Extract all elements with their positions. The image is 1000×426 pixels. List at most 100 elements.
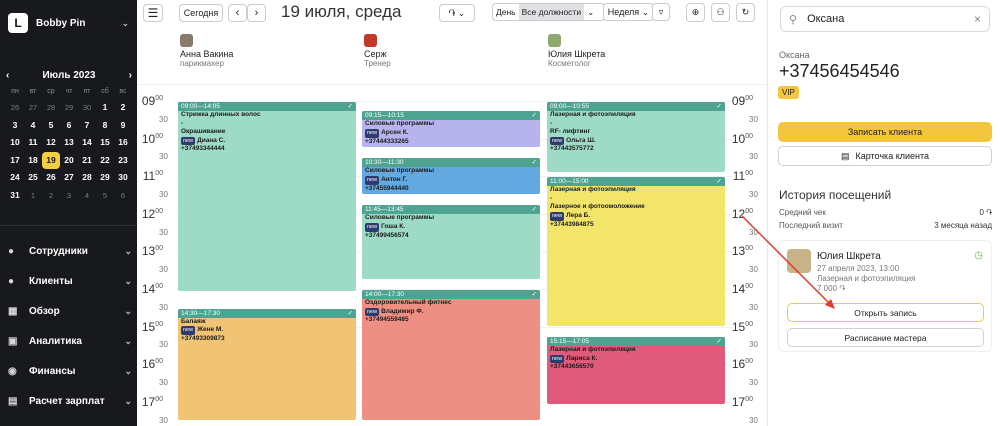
- client-name: Владимир Ф.: [381, 307, 424, 315]
- calendar-day[interactable]: 19: [42, 151, 60, 169]
- staff-settings-icon[interactable]: ⚇: [711, 3, 730, 22]
- refresh-icon[interactable]: ↻: [736, 3, 755, 22]
- client-card-button[interactable]: ▤ Карточка клиента: [778, 146, 992, 166]
- hour-label: 0900: [141, 94, 163, 108]
- calendar-day[interactable]: 8: [102, 119, 108, 130]
- search-input[interactable]: Оксана: [807, 13, 845, 25]
- new-badge: new: [181, 136, 196, 146]
- half-hour-label: 30: [749, 152, 758, 162]
- chevron-down-icon[interactable]: ⌄: [587, 7, 595, 17]
- prev-day-icon[interactable]: ‹: [228, 4, 247, 22]
- appointment-card[interactable]: 11:00—15:00 ✓ Лазерная и фотоэпиляция - Лазе…: [547, 177, 725, 326]
- calendar-day[interactable]: 28: [46, 103, 56, 112]
- sidebar-item-1[interactable]: ● Клиенты ⌄: [8, 266, 132, 296]
- half-hour-label: 30: [159, 190, 168, 199]
- calendar-day[interactable]: 25: [28, 172, 38, 182]
- currency-value: ֏: [448, 7, 456, 18]
- master-schedule-button[interactable]: Расписание мастера: [787, 328, 984, 347]
- next-month-icon[interactable]: ›: [128, 69, 132, 81]
- calendar-day[interactable]: 6: [120, 190, 126, 200]
- calendar-day[interactable]: 22: [100, 154, 110, 165]
- brand-switcher[interactable]: L Bobby Pin ⌄: [8, 13, 129, 33]
- appointment-card[interactable]: 11:45—13:45 ✓ Силовые программы new Гоша К. +…: [362, 205, 540, 279]
- calendar-day[interactable]: 24: [10, 172, 20, 182]
- sidebar-item-2[interactable]: ▦ Обзор ⌄: [8, 296, 132, 326]
- zoom-icon[interactable]: ⊕: [686, 3, 705, 22]
- appointment-card[interactable]: 15:15—17:05 ✓ Лазерная и фотоэпиляция new Ла…: [547, 337, 725, 404]
- calendar-day[interactable]: 18: [28, 154, 38, 165]
- calendar-day[interactable]: 3: [12, 119, 18, 130]
- calendar-day[interactable]: 27: [28, 103, 38, 112]
- calendar-day[interactable]: 31: [10, 189, 20, 200]
- next-day-icon[interactable]: ›: [247, 4, 266, 22]
- staff-column-header[interactable]: Анна Вакина парикмахер: [180, 34, 233, 68]
- menu-icon[interactable]: ☰: [143, 4, 163, 22]
- calendar-day[interactable]: 28: [82, 172, 92, 182]
- calendar-day[interactable]: 5: [102, 190, 108, 200]
- appointment-card[interactable]: 14:30—17:30 ✓ Балаяж new Жене М. +37493309873: [178, 308, 356, 420]
- sidebar-item-5[interactable]: ▤ Расчет зарплат ⌄: [8, 386, 132, 416]
- week-view-select[interactable]: Неделя ⌄: [603, 3, 654, 21]
- calendar-day[interactable]: 2: [120, 102, 126, 112]
- weekday-label: пн: [11, 88, 19, 95]
- calendar-day[interactable]: 21: [82, 154, 92, 165]
- client-name: Ольга Ш.: [566, 136, 596, 144]
- calendar-day[interactable]: 17: [10, 154, 20, 165]
- staff-column-header[interactable]: Серж Тренер: [364, 34, 391, 68]
- calendar-day[interactable]: 9: [120, 119, 126, 130]
- positions-select[interactable]: Все должности: [518, 4, 585, 20]
- calendar-day[interactable]: 12: [46, 137, 56, 147]
- prev-month-icon[interactable]: ‹: [6, 69, 10, 81]
- appointment-card[interactable]: 10:30—11:30 ✓ Силовые программы new Антон Г.…: [362, 158, 540, 194]
- calendar-day[interactable]: 27: [64, 172, 74, 182]
- calendar-day[interactable]: 30: [82, 103, 92, 112]
- service-line: Окрашивание: [181, 128, 226, 136]
- calendar-day[interactable]: 7: [84, 119, 90, 130]
- calendar-day[interactable]: 11: [28, 137, 38, 147]
- client-name: Лариса К.: [566, 354, 598, 362]
- service-line: -: [550, 194, 553, 202]
- filter-icon[interactable]: ▿: [652, 3, 670, 21]
- weekday-label: чт: [65, 88, 73, 95]
- calendar-day[interactable]: 1: [102, 102, 108, 112]
- staff-name: Анна Вакина: [180, 49, 234, 59]
- calendar-day[interactable]: 6: [66, 119, 72, 130]
- sidebar-item-0[interactable]: ● Сотрудники ⌄: [8, 236, 132, 266]
- calendar-day[interactable]: 3: [66, 190, 72, 200]
- calendar-day[interactable]: 26: [10, 103, 20, 112]
- visit-price: 7 000 ֏: [817, 284, 846, 293]
- avatar: [548, 34, 561, 47]
- calendar-day[interactable]: 15: [100, 137, 110, 147]
- open-record-button[interactable]: Открыть запись: [787, 303, 984, 322]
- calendar-day[interactable]: 4: [84, 190, 90, 200]
- calendar-day[interactable]: 30: [118, 172, 128, 182]
- calendar-day[interactable]: 13: [64, 137, 74, 147]
- calendar-day[interactable]: 29: [100, 172, 110, 182]
- sidebar-item-4[interactable]: ◉ Финансы ⌄: [8, 356, 132, 386]
- calendar-day[interactable]: 29: [64, 103, 74, 112]
- calendar-day[interactable]: 14: [82, 137, 92, 147]
- calendar-day[interactable]: 16: [118, 137, 128, 147]
- calendar-day[interactable]: 20: [64, 154, 74, 165]
- calendar-day[interactable]: 23: [118, 154, 128, 165]
- hour-label: 1500: [731, 319, 753, 334]
- appointment-card[interactable]: 14:00—17:30 ✓ Оздоровительный фитнес new Вла…: [362, 290, 540, 420]
- calendar-day[interactable]: 5: [48, 119, 54, 130]
- sidebar-item-3[interactable]: ▣ Аналитика ⌄: [8, 326, 132, 356]
- staff-column-header[interactable]: Юлия Шкрета Косметолог: [548, 34, 605, 68]
- appointment-card[interactable]: 09:15—10:15 ✓ Силовые программы new Арсен К.…: [362, 111, 540, 147]
- today-button[interactable]: Сегодня: [179, 4, 223, 22]
- appointment-card[interactable]: 09:00—14:05 ✓ Стрижка длинных волос - Окраши…: [178, 102, 356, 292]
- calendar-day[interactable]: 26: [46, 172, 56, 182]
- calendar-day[interactable]: 10: [10, 137, 20, 147]
- appointment-card[interactable]: 09:00—10:55 ✓ Лазерная и фотоэпиляция - RF- …: [547, 102, 725, 173]
- calendar-day[interactable]: 2: [48, 190, 54, 200]
- book-client-button[interactable]: Записать клиента: [778, 122, 992, 142]
- weekday-label: вс: [119, 88, 127, 95]
- calendar-day[interactable]: 4: [30, 119, 36, 130]
- currency-select[interactable]: ֏ ⌄: [439, 4, 475, 22]
- client-search[interactable]: ⚲ Оксана ×: [780, 6, 990, 32]
- day-view-tab[interactable]: День: [496, 7, 516, 17]
- calendar-day[interactable]: 1: [30, 190, 36, 200]
- close-icon[interactable]: ×: [973, 12, 981, 26]
